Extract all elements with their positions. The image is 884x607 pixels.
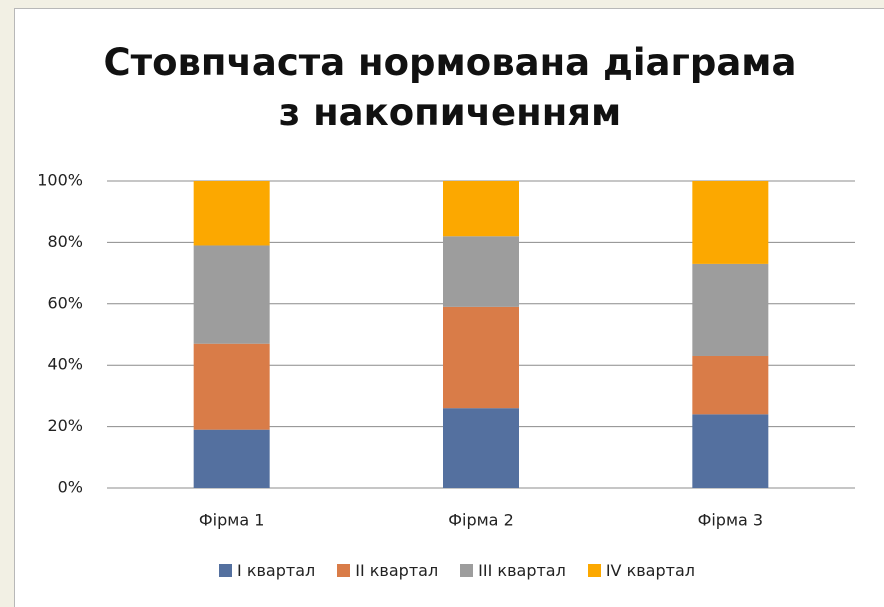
bar-segment [443, 181, 519, 237]
y-tick-label: 60% [47, 293, 83, 312]
bar-segment [193, 343, 270, 430]
bar-segment [692, 355, 769, 415]
bar-segment [692, 181, 769, 264]
y-tick-label: 0% [58, 478, 83, 497]
chart-title: Стовпчаста нормована діаграма з накопиче… [103, 41, 797, 134]
legend-label: III квартал [478, 561, 566, 580]
legend-label: II квартал [355, 561, 439, 580]
y-tick-label: 20% [47, 416, 83, 435]
bar-segment [692, 263, 769, 356]
y-tick-label: 100% [37, 171, 83, 190]
bar-segment [193, 429, 270, 488]
legend-swatch [219, 564, 233, 577]
legend-item: II квартал [337, 561, 438, 580]
y-tick-label: 80% [47, 232, 83, 251]
x-tick-label: Фірма 2 [448, 511, 514, 530]
bar-segment [193, 245, 270, 344]
legend-item: I квартал [219, 561, 315, 580]
legend-label: IV квартал [605, 561, 695, 580]
bar-segment [692, 414, 769, 488]
bar-segment [443, 408, 519, 488]
bar-segment [443, 306, 519, 409]
legend-label: I квартал [237, 561, 316, 580]
x-tick-label: Фірма 3 [698, 511, 764, 530]
legend-item: III квартал [460, 561, 566, 580]
legend-swatch [587, 564, 601, 577]
legend-swatch [337, 564, 351, 577]
bar-segment [193, 181, 270, 246]
legend-item: IV квартал [587, 561, 695, 580]
bar-segment [443, 236, 519, 307]
legend-swatch [460, 564, 474, 577]
y-tick-label: 40% [47, 355, 83, 374]
legend: I квартал II квартал III квартал IV квартал [0, 561, 884, 580]
x-tick-label: Фірма 1 [199, 511, 265, 530]
